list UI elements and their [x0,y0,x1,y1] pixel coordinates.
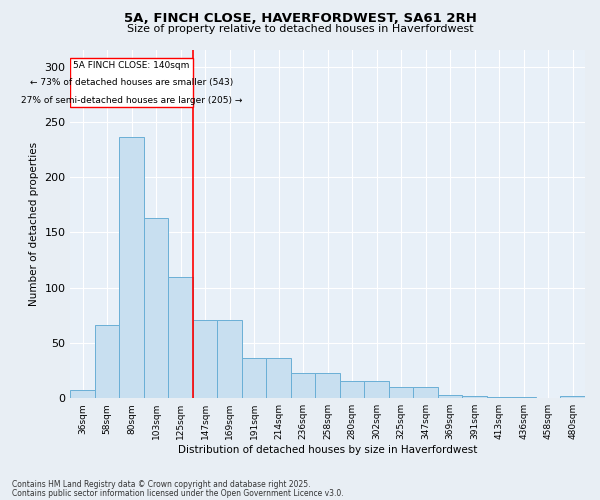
Bar [413,387,438,398]
Bar [463,396,487,398]
Bar [169,276,193,398]
Y-axis label: Number of detached properties: Number of detached properties [29,142,39,306]
Bar [217,320,242,398]
Bar [266,358,291,398]
Bar [193,320,217,398]
Bar [291,373,316,398]
Bar [560,396,585,398]
Text: 27% of semi-detached houses are larger (205) →: 27% of semi-detached houses are larger (… [21,96,242,104]
Bar [95,326,119,398]
Bar [389,387,413,398]
Bar [144,218,169,398]
Bar [242,358,266,398]
Bar [119,138,144,398]
Text: ← 73% of detached houses are smaller (543): ← 73% of detached houses are smaller (54… [30,78,233,87]
Bar [70,58,193,108]
Text: Contains public sector information licensed under the Open Government Licence v3: Contains public sector information licen… [12,489,344,498]
Bar [438,395,463,398]
Text: 5A, FINCH CLOSE, HAVERFORDWEST, SA61 2RH: 5A, FINCH CLOSE, HAVERFORDWEST, SA61 2RH [124,12,476,26]
Bar [511,397,536,398]
Bar [70,390,95,398]
Bar [340,380,364,398]
X-axis label: Distribution of detached houses by size in Haverfordwest: Distribution of detached houses by size … [178,445,478,455]
Bar [316,373,340,398]
Bar [487,397,511,398]
Text: Contains HM Land Registry data © Crown copyright and database right 2025.: Contains HM Land Registry data © Crown c… [12,480,311,489]
Text: 5A FINCH CLOSE: 140sqm: 5A FINCH CLOSE: 140sqm [73,60,190,70]
Bar [364,380,389,398]
Text: Size of property relative to detached houses in Haverfordwest: Size of property relative to detached ho… [127,24,473,34]
